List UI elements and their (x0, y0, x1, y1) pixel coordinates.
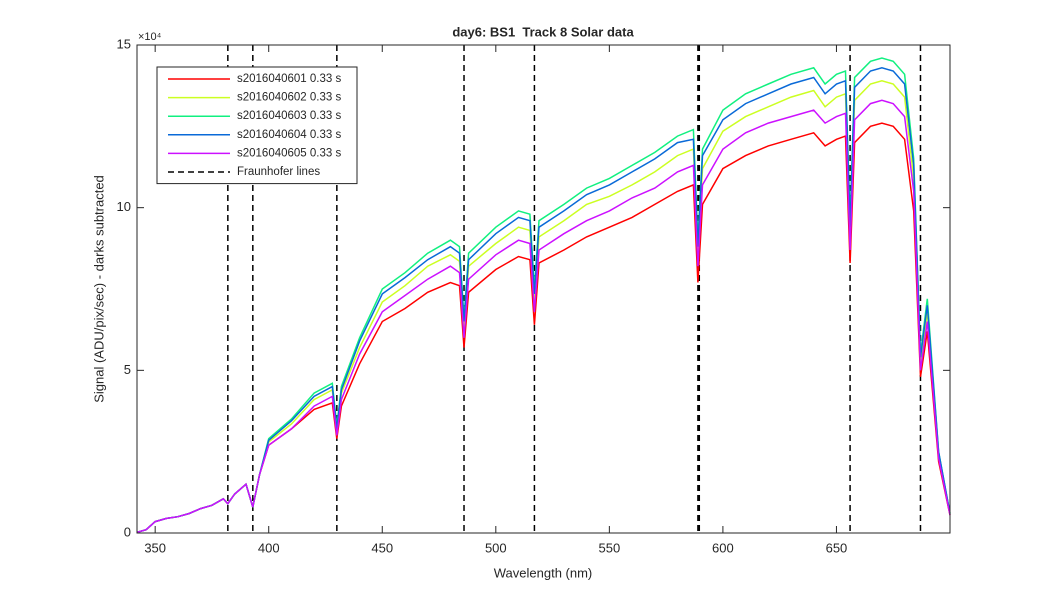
chart-title: day6: BS1 Track 8 Solar data (452, 24, 634, 39)
series-line (136, 99, 951, 534)
legend-label: s2016040602 0.33 s (237, 92, 341, 104)
y-axis-label: Signal (ADU/pix/sec) - darks subtracted (91, 175, 106, 403)
y-tick-label: 5 (124, 362, 131, 377)
x-tick-label: 450 (371, 540, 393, 555)
x-axis-label: Wavelength (nm) (494, 565, 593, 580)
y-scale-label: ×10⁴ (138, 31, 162, 43)
axes-box (136, 44, 951, 534)
legend-label: s2016040603 0.33 s (237, 110, 341, 122)
y-tick-label: 0 (124, 524, 131, 539)
x-tick-label: 400 (258, 540, 280, 555)
x-tick-label: 650 (826, 540, 848, 555)
legend-label: Fraunhofer lines (237, 166, 320, 178)
x-tick-label: 550 (599, 540, 621, 555)
legend-label: s2016040604 0.33 s (237, 129, 341, 141)
x-tick-label: 500 (485, 540, 507, 555)
y-tick-label: 15 (117, 36, 131, 51)
legend-box (156, 66, 358, 185)
legend-label: s2016040605 0.33 s (237, 147, 341, 159)
legend-label: s2016040601 0.33 s (237, 73, 341, 85)
x-tick-label: 600 (712, 540, 734, 555)
x-tick-label: 350 (144, 540, 166, 555)
y-tick-label: 10 (117, 199, 131, 214)
